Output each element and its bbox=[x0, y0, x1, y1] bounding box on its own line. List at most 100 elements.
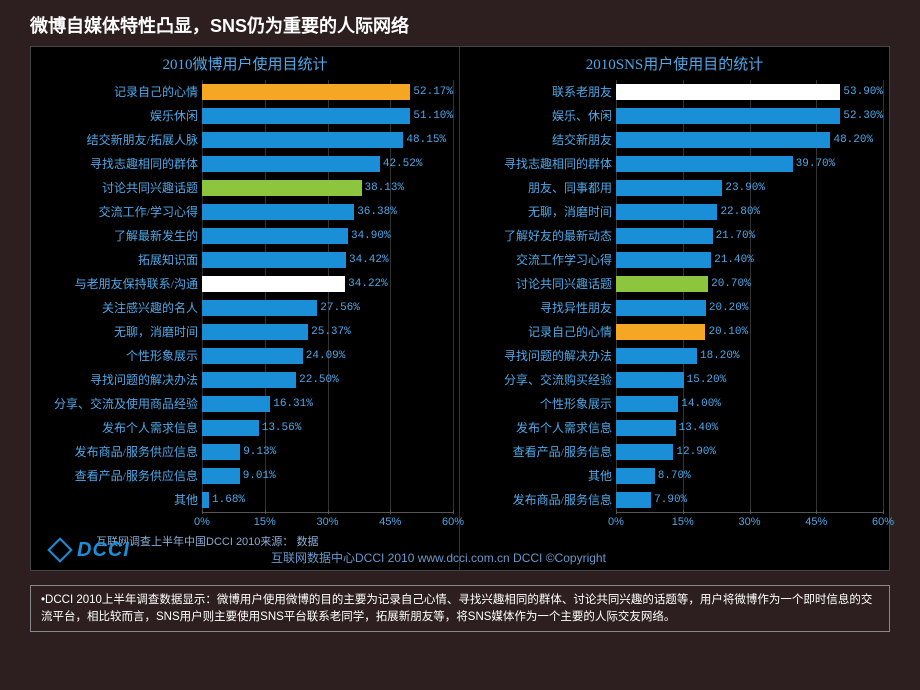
bar bbox=[202, 348, 303, 364]
source-line2: 互联网数据中心DCCI 2010 www.dcci.com.cn DCCI ©C… bbox=[41, 549, 879, 566]
bar bbox=[616, 348, 697, 364]
bar-value: 34.42% bbox=[349, 254, 389, 266]
bar-value: 14.00% bbox=[681, 398, 721, 410]
bar-value: 20.70% bbox=[711, 278, 751, 290]
bar-label: 寻找问题的解决办法 bbox=[466, 350, 612, 362]
sns-chart-title: 2010SNS用户使用目的统计 bbox=[466, 53, 883, 74]
bar-label: 寻找异性朋友 bbox=[466, 302, 612, 314]
bar-value: 16.31% bbox=[273, 398, 313, 410]
bar-value: 22.50% bbox=[299, 374, 339, 386]
bar-value: 12.90% bbox=[676, 446, 716, 458]
x-tick: 15% bbox=[672, 516, 694, 528]
bar bbox=[616, 276, 708, 292]
bar-row: 22.80% bbox=[616, 203, 883, 221]
source-strip: DCCI 互联网调查上半年中国DCCI 2010来源： 数据 互联网数据中心DC… bbox=[41, 533, 879, 566]
bar-label: 朋友、同事都用 bbox=[466, 182, 612, 194]
bar-row: 24.09% bbox=[202, 347, 453, 365]
footnote: •DCCI 2010上半年调查数据显示：微博用户使用微博的目的主要为记录自己心情… bbox=[30, 585, 890, 632]
bar bbox=[202, 396, 270, 412]
bar-label: 关注感兴趣的名人 bbox=[37, 302, 198, 314]
bar-value: 1.68% bbox=[212, 494, 245, 506]
bar bbox=[202, 180, 362, 196]
bar-value: 48.15% bbox=[406, 134, 446, 146]
bar-value: 51.10% bbox=[413, 110, 453, 122]
bar-label: 发布商品/服务信息 bbox=[466, 494, 612, 506]
bar-row: 27.56% bbox=[202, 299, 453, 317]
bar-label: 与老朋友保持联系/沟通 bbox=[37, 278, 198, 290]
bar-label: 发布个人需求信息 bbox=[37, 422, 198, 434]
bar-value: 48.20% bbox=[833, 134, 873, 146]
bar-value: 21.40% bbox=[714, 254, 754, 266]
bar bbox=[616, 228, 713, 244]
bar-row: 13.40% bbox=[616, 419, 883, 437]
bar-row: 42.52% bbox=[202, 155, 453, 173]
bar-row: 8.70% bbox=[616, 467, 883, 485]
bar-label: 分享、交流及使用商品经验 bbox=[37, 398, 198, 410]
bar-value: 36.38% bbox=[357, 206, 397, 218]
bar-row: 9.01% bbox=[202, 467, 453, 485]
bar-label: 娱乐休闲 bbox=[37, 110, 198, 122]
bar-value: 8.70% bbox=[658, 470, 691, 482]
bar bbox=[616, 84, 840, 100]
bar-row: 48.15% bbox=[202, 131, 453, 149]
bar-row: 15.20% bbox=[616, 371, 883, 389]
bar-label: 记录自己的心情 bbox=[37, 86, 198, 98]
x-tick: 45% bbox=[379, 516, 401, 528]
bar-row: 48.20% bbox=[616, 131, 883, 149]
bar-label: 交流工作/学习心得 bbox=[37, 206, 198, 218]
weibo-chart-title: 2010微博用户使用目统计 bbox=[37, 53, 453, 74]
bar bbox=[202, 324, 308, 340]
bar bbox=[202, 228, 348, 244]
bar-row: 52.17% bbox=[202, 83, 453, 101]
bar-label: 交流工作学习心得 bbox=[466, 254, 612, 266]
bar bbox=[202, 108, 410, 124]
bar-row: 21.40% bbox=[616, 251, 883, 269]
bar-value: 7.90% bbox=[654, 494, 687, 506]
bar-row: 18.20% bbox=[616, 347, 883, 365]
weibo-y-labels: 记录自己的心情娱乐休闲结交新朋友/拓展人脉寻找志趣相同的群体讨论共同兴趣话题交流… bbox=[37, 80, 202, 512]
bar-label: 拓展知识面 bbox=[37, 254, 198, 266]
bar-value: 42.52% bbox=[383, 158, 423, 170]
bar-label: 结交新朋友 bbox=[466, 134, 612, 146]
bar bbox=[616, 156, 793, 172]
charts-area: 2010微博用户使用目统计 记录自己的心情娱乐休闲结交新朋友/拓展人脉寻找志趣相… bbox=[30, 46, 890, 571]
bar-row: 14.00% bbox=[616, 395, 883, 413]
bar-label: 其他 bbox=[37, 494, 198, 506]
bar-row: 51.10% bbox=[202, 107, 453, 125]
bar bbox=[616, 468, 655, 484]
bar-label: 无聊，消磨时间 bbox=[37, 326, 198, 338]
sns-bars: 53.90% 52.30% 48.20% 39.70% 23.90% 22.80% 21.7… bbox=[616, 80, 883, 512]
bar-row: 52.30% bbox=[616, 107, 883, 125]
bar-label: 寻找志趣相同的群体 bbox=[466, 158, 612, 170]
bar-label: 个性形象展示 bbox=[37, 350, 198, 362]
bar-value: 18.20% bbox=[700, 350, 740, 362]
bar-row: 16.31% bbox=[202, 395, 453, 413]
bar-row: 53.90% bbox=[616, 83, 883, 101]
bar-row: 20.70% bbox=[616, 275, 883, 293]
bar-value: 13.40% bbox=[679, 422, 719, 434]
bar-label: 结交新朋友/拓展人脉 bbox=[37, 134, 198, 146]
bar-value: 34.22% bbox=[348, 278, 388, 290]
dcci-logo: DCCI bbox=[51, 536, 161, 564]
bar bbox=[202, 276, 345, 292]
bar-label: 个性形象展示 bbox=[466, 398, 612, 410]
bar-value: 23.90% bbox=[725, 182, 765, 194]
bar bbox=[616, 324, 705, 340]
bar-row: 34.90% bbox=[202, 227, 453, 245]
bar-value: 34.90% bbox=[351, 230, 391, 242]
bar-value: 24.09% bbox=[306, 350, 346, 362]
source-line1: 互联网调查上半年中国DCCI 2010来源： 数据 bbox=[41, 533, 879, 549]
bar-value: 38.13% bbox=[365, 182, 405, 194]
bar bbox=[202, 372, 296, 388]
bar-value: 20.20% bbox=[709, 302, 749, 314]
x-tick: 60% bbox=[872, 516, 894, 528]
bar-value: 39.70% bbox=[796, 158, 836, 170]
bar bbox=[616, 444, 673, 460]
bar-value: 21.70% bbox=[716, 230, 756, 242]
bar-row: 1.68% bbox=[202, 491, 453, 509]
bar bbox=[616, 108, 840, 124]
bar-value: 52.17% bbox=[413, 86, 453, 98]
bar bbox=[616, 492, 651, 508]
bar-label: 联系老朋友 bbox=[466, 86, 612, 98]
bar-value: 22.80% bbox=[720, 206, 760, 218]
